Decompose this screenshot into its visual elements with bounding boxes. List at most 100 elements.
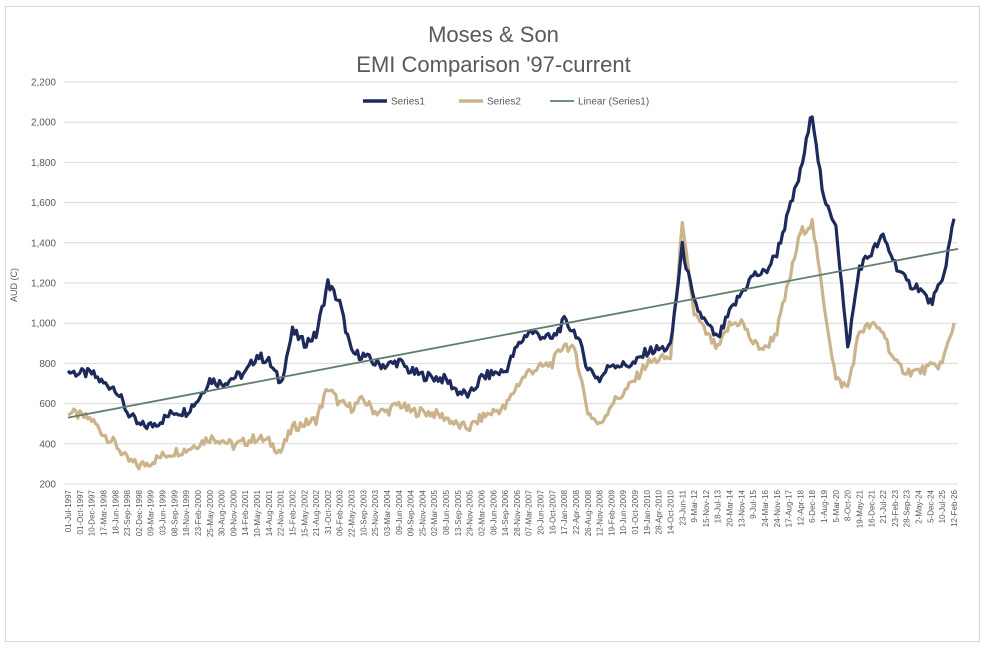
legend-label: Series1 xyxy=(391,97,425,108)
chart-title: Moses & Son EMI Comparison '97-current xyxy=(0,20,987,80)
x-tick-label: 2-May-24 xyxy=(915,489,924,523)
y-tick-label: 1,000 xyxy=(31,319,56,330)
x-tick-label: 22-May-2003 xyxy=(348,489,357,537)
x-tick-label: 02-Mar-2005 xyxy=(430,489,439,535)
legend: Series1 Series2 Linear (Series1) xyxy=(363,97,649,108)
x-tick-label: 14-Feb-2001 xyxy=(241,489,250,535)
x-tick-label: 19-Jan-2010 xyxy=(643,489,652,534)
x-tick-label: 9-Jul-15 xyxy=(749,489,758,518)
x-tick-label: 17-Aug-17 xyxy=(785,489,794,527)
x-tick-label: 03-Jun-1999 xyxy=(159,489,168,534)
y-tick-label: 600 xyxy=(39,399,56,410)
series2-line xyxy=(67,217,956,471)
x-tick-label: 01-Oct-2009 xyxy=(631,489,640,534)
x-tick-label: 22-Nov-2001 xyxy=(277,489,286,536)
x-tick-label: 12-Feb-26 xyxy=(950,489,959,526)
x-tick-label: 10-Dec-1997 xyxy=(88,489,97,536)
x-tick-label: 21-Jul-22 xyxy=(879,489,888,523)
x-tick-label: 17-Jan-2008 xyxy=(560,489,569,534)
x-tick-label: 10-May-2001 xyxy=(253,489,262,537)
x-tick-label: 23-Sep-1998 xyxy=(123,489,132,536)
y-axis-label: AUD (C) xyxy=(9,268,19,302)
x-tick-label: 5-Dec-24 xyxy=(926,489,935,522)
x-tick-label: 18-Jun-1998 xyxy=(111,489,120,534)
x-tick-label: 01-Jul-1997 xyxy=(64,489,73,532)
y-tick-label: 400 xyxy=(39,439,56,450)
x-tick-label: 13-Sep-2005 xyxy=(454,489,463,536)
series-lines xyxy=(66,115,959,471)
y-tick-label: 200 xyxy=(39,480,56,491)
x-tick-label: 18-Nov-1999 xyxy=(182,489,191,536)
x-tick-label: 28-Apr-2010 xyxy=(655,489,664,534)
series1-line xyxy=(66,115,956,431)
x-tick-label: 15-May-2002 xyxy=(300,489,309,537)
x-tick-label: 09-Jun-2004 xyxy=(395,489,404,534)
x-tick-label: 09-Nov-2000 xyxy=(229,489,238,536)
x-tick-label: 19-May-21 xyxy=(855,489,864,528)
x-tick-label: 1-Aug-19 xyxy=(820,489,829,522)
x-tick-label: 02-Mar-2006 xyxy=(477,489,486,535)
legend-label: Linear (Series1) xyxy=(578,97,649,108)
x-tick-label: 09-Mar-1999 xyxy=(147,489,156,535)
x-tick-label: 08-Jun-2006 xyxy=(489,489,498,534)
x-tick-label: 23-Feb-23 xyxy=(891,489,900,526)
x-tick-label: 14-Sep-2006 xyxy=(501,489,510,536)
y-tick-label: 1,600 xyxy=(31,198,56,209)
x-tick-label: 23-Feb-2000 xyxy=(194,489,203,535)
x-tick-label: 13-Nov-14 xyxy=(737,489,746,527)
x-tick-label: 10-Jun-2009 xyxy=(619,489,628,534)
x-tick-label: 08-Sep-1999 xyxy=(170,489,179,536)
x-tick-label: 25-Nov-2004 xyxy=(418,489,427,536)
legend-label: Series2 xyxy=(487,97,521,108)
x-tick-label: 23-Jun-11 xyxy=(678,489,687,525)
x-tick-label: 07-Mar-2007 xyxy=(525,489,534,535)
y-tick-label: 1,200 xyxy=(31,279,56,290)
gridlines xyxy=(64,81,958,485)
x-tick-label: 01-Oct-1997 xyxy=(76,489,85,534)
x-tick-label: 6-Dec-18 xyxy=(808,489,817,522)
x-tick-label: 18-Jul-13 xyxy=(714,489,723,523)
y-tick-label: 2,000 xyxy=(31,118,56,129)
x-tick-label: 19-Feb-2009 xyxy=(607,489,616,535)
x-tick-label: 26-Aug-2008 xyxy=(584,489,593,536)
x-tick-label: 25-Nov-2003 xyxy=(371,489,380,536)
x-tick-label: 24-Mar-16 xyxy=(761,489,770,526)
x-tick-label: 30-Aug-2000 xyxy=(218,489,227,536)
x-tick-label: 31-Oct-2002 xyxy=(324,489,333,534)
x-tick-label: 20-Jun-2007 xyxy=(537,489,546,534)
x-tick-label: 12-Nov-2008 xyxy=(596,489,605,536)
x-tick-label: 29-Nov-2005 xyxy=(466,489,475,536)
x-tick-label: 25-May-2000 xyxy=(206,489,215,537)
x-tick-label: 03-Mar-2004 xyxy=(383,489,392,535)
x-tick-label: 24-Nov-16 xyxy=(773,489,782,527)
x-tick-label: 15-Nov-12 xyxy=(702,489,711,527)
x-tick-label: 14-Aug-2001 xyxy=(265,489,274,536)
x-tick-label: 8-Oct-20 xyxy=(844,489,853,521)
x-tick-label: 15-Feb-2002 xyxy=(288,489,297,535)
x-tick-label: 06-Feb-2003 xyxy=(336,489,345,535)
x-tick-label: 02-Dec-1998 xyxy=(135,489,144,536)
x-tick-label: 28-Nov-2006 xyxy=(513,489,522,536)
x-tick-label: 08-Jun-2005 xyxy=(442,489,451,534)
x-axis-ticks: 01-Jul-1997 01-Oct-1997 10-Dec-1997 17-Mar-… xyxy=(64,489,959,537)
y-tick-label: 1,800 xyxy=(31,158,56,169)
y-tick-label: 800 xyxy=(39,359,56,370)
x-tick-label: 12-Apr-18 xyxy=(796,489,805,525)
x-tick-label: 14-Oct-2010 xyxy=(666,489,675,534)
x-tick-label: 9-Mar-12 xyxy=(690,489,699,522)
x-tick-label: 5-Mar-20 xyxy=(832,489,841,522)
chart-area xyxy=(5,6,980,642)
x-tick-label: 28-Sep-23 xyxy=(903,489,912,527)
chart-subtitle: EMI Comparison '97-current xyxy=(356,52,631,77)
x-tick-label: 21-Aug-2002 xyxy=(312,489,321,536)
trendline xyxy=(67,247,959,419)
x-tick-label: 09-Sep-2004 xyxy=(407,489,416,536)
chart-title-line1: Moses & Son xyxy=(428,22,559,47)
x-tick-label: 10-Jul-25 xyxy=(938,489,947,523)
x-tick-label: 20-Mar-14 xyxy=(726,489,735,526)
y-tick-label: 2,200 xyxy=(31,78,56,89)
x-tick-label: 16-Oct-2007 xyxy=(548,489,557,534)
y-axis-ticks: 200 400 600 800 1,000 1,200 1,400 1,600 1,800 2,0… xyxy=(31,78,56,491)
x-tick-label: 16-Dec-21 xyxy=(867,489,876,527)
